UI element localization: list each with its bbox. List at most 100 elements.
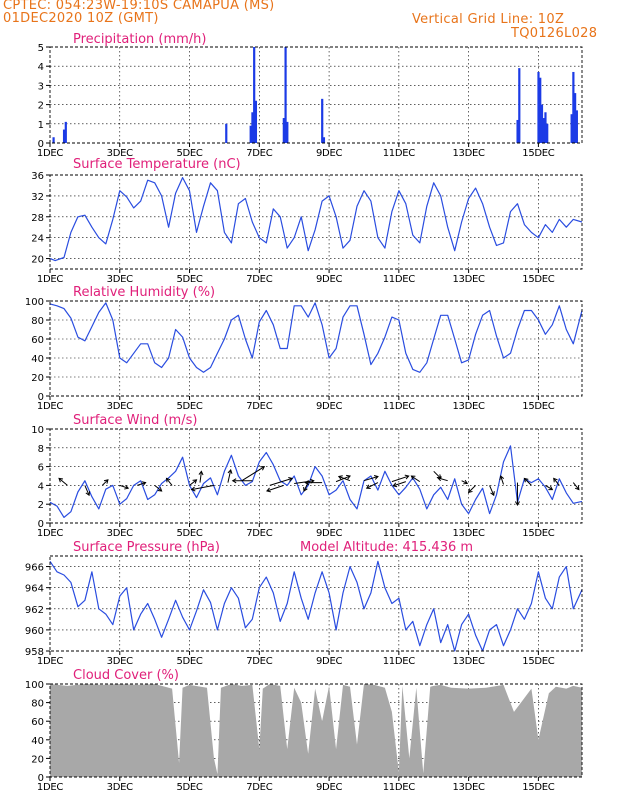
wind-vector (461, 479, 469, 485)
wind-vector-shaft (553, 478, 560, 486)
y-tick-label: 40 (31, 354, 44, 365)
wind-vector-shaft (154, 485, 162, 492)
wind-vector-head (266, 487, 271, 493)
x-tick-label: 15DEC (522, 782, 555, 793)
y-tick-label: 958 (25, 647, 44, 658)
x-tick-label: 3DEC (107, 148, 133, 159)
temp-line (49, 177, 583, 262)
y-tick-label: 24 (31, 234, 44, 245)
wind-vector-shaft (500, 475, 504, 485)
wind-vector-head (190, 486, 196, 492)
wind-vector-shaft (411, 475, 421, 483)
temp-panel: 20 24 28 32 36 1DEC 3DEC 5DEC 7DEC 9DEC 11DEC 13DEC… (31, 157, 583, 285)
wind-vector-head (392, 482, 398, 488)
wind-vector-shaft (437, 477, 448, 482)
x-tick-label: 9DEC (316, 656, 342, 667)
precip-bar (249, 125, 252, 143)
wind-vector (119, 484, 130, 490)
wind-panel: 0 2 4 6 8 10 1DEC 3DEC 5DEC 7DEC 9DEC 11DEC 13DEC 15D… (31, 413, 583, 539)
wind-vector-head (463, 479, 469, 485)
y-tick-label: 40 (31, 736, 44, 747)
x-tick-label: 15DEC (522, 148, 555, 159)
wind-vector-head (490, 491, 495, 497)
x-tick-label: 5DEC (176, 782, 202, 793)
wind-vector-head (373, 475, 379, 480)
wind-vector-head (303, 486, 308, 492)
wind-vector (231, 478, 253, 484)
x-tick-label: 5DEC (176, 274, 202, 285)
plot-frame (49, 174, 583, 270)
wind-vector-head (124, 484, 130, 490)
wind-vector-head (337, 475, 343, 480)
x-tick-label: 9DEC (316, 782, 342, 793)
wind-vector-head (58, 477, 64, 483)
precip-panel: 0 1 2 3 4 5 1DEC 3DEC 5DEC 7DEC 9DEC 11DEC 13DEC 15DE… (37, 32, 583, 159)
precip-bar (537, 71, 540, 143)
x-tick-label: 11DEC (383, 401, 416, 412)
wind-vector (84, 485, 91, 497)
wind-vector-shaft (101, 479, 109, 486)
wind-vector-shaft (572, 482, 580, 490)
wind-vector-head (365, 484, 371, 489)
y-tick-label: 36 (31, 171, 44, 182)
wind-vector-head (103, 479, 109, 484)
y-tick-label: 966 (25, 563, 44, 574)
wind-vector (545, 484, 554, 491)
precip-bar (516, 119, 519, 143)
precip-bar (540, 104, 544, 143)
station-header: CPTEC: 054:23W-19:10S CAMAPUA (MS) (3, 0, 275, 13)
wind-vector (198, 470, 204, 483)
wind-vector-head (227, 469, 233, 474)
x-tick-label: 5DEC (176, 528, 202, 539)
wind-vector (269, 476, 294, 486)
x-tick-label: 7DEC (246, 656, 272, 667)
x-tick-label: 15DEC (522, 401, 555, 412)
wind-vector-head (288, 476, 294, 482)
x-tick-label: 5DEC (176, 656, 202, 667)
rh-line (49, 302, 583, 373)
wind-vector-head (548, 485, 554, 491)
wind-vector-shaft (335, 475, 351, 483)
wind-vector (489, 485, 495, 497)
wind-vector-shaft (191, 484, 215, 491)
x-tick-label: 3DEC (107, 656, 133, 667)
wind-vector-head (346, 474, 351, 480)
wind-vector-head (198, 470, 204, 476)
precip-bar (64, 121, 67, 143)
x-tick-label: 9DEC (316, 401, 342, 412)
x-tick-label: 15DEC (522, 528, 555, 539)
y-tick-label: 20 (31, 373, 44, 384)
wind-vector (266, 484, 284, 493)
plot-frame (49, 683, 583, 778)
precip-bar (52, 137, 55, 143)
y-tick-label: 0 (38, 139, 44, 150)
x-tick-label: 13DEC (453, 274, 486, 285)
y-tick-label: 3 (38, 81, 44, 92)
x-tick-label: 1DEC (37, 401, 63, 412)
precip-bar (62, 129, 66, 143)
wind-vector-head (165, 477, 171, 483)
wind-vector (190, 484, 215, 492)
wind-vector-head (192, 479, 198, 484)
wind-vector-shaft (461, 480, 468, 484)
x-tick-label: 1DEC (37, 782, 63, 793)
wind-vector-shaft (84, 485, 90, 496)
wind-vector-shaft (269, 477, 293, 486)
wind-vector-head (85, 491, 91, 497)
y-tick-label: 20 (31, 255, 44, 266)
precip-bar (546, 123, 549, 143)
x-tick-label: 15DEC (522, 656, 555, 667)
y-tick-label: 4 (38, 481, 44, 492)
plot-frame (49, 555, 583, 652)
cloud-cover-area (50, 684, 582, 777)
y-tick-label: 32 (31, 192, 44, 203)
wind-vector (241, 466, 266, 482)
x-tick-label: 5DEC (176, 148, 202, 159)
wind-vector (337, 475, 351, 482)
wind-vector-head (304, 480, 309, 486)
wind-vector-head (157, 487, 163, 492)
wind-vector (436, 476, 448, 482)
plot-frame (49, 46, 583, 144)
x-tick-label: 7DEC (246, 274, 272, 285)
x-tick-label: 11DEC (383, 274, 416, 285)
